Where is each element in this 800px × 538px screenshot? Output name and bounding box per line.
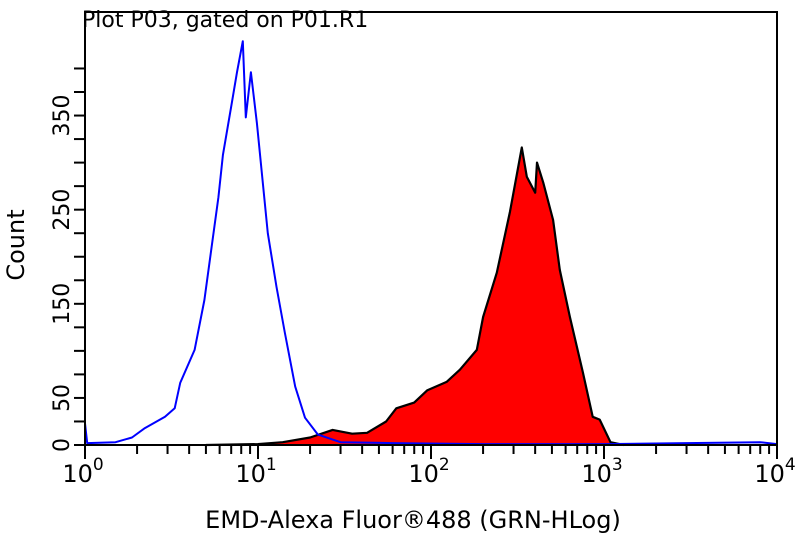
histogram-fill-stained (205, 147, 624, 445)
y-tick-label: 50 (50, 384, 75, 412)
x-tick-label: 100 (62, 455, 103, 488)
histogram-outline-stained (205, 146, 624, 447)
histogram-outline-control (84, 40, 778, 446)
y-axis-label: Count (2, 209, 30, 280)
y-tick-label: 250 (50, 189, 75, 231)
plot-frame (84, 11, 778, 446)
y-tick-label: 0 (50, 438, 75, 452)
x-tick-label: 104 (754, 455, 795, 488)
x-tick-label: 102 (408, 455, 449, 488)
x-tick-label: 103 (581, 455, 622, 488)
y-tick-label: 350 (50, 95, 75, 137)
y-tick-label: 150 (50, 283, 75, 325)
x-tick-label: 101 (235, 455, 276, 488)
x-axis-label: EMD-Alexa Fluor®488 (GRN-HLog) (205, 506, 621, 534)
